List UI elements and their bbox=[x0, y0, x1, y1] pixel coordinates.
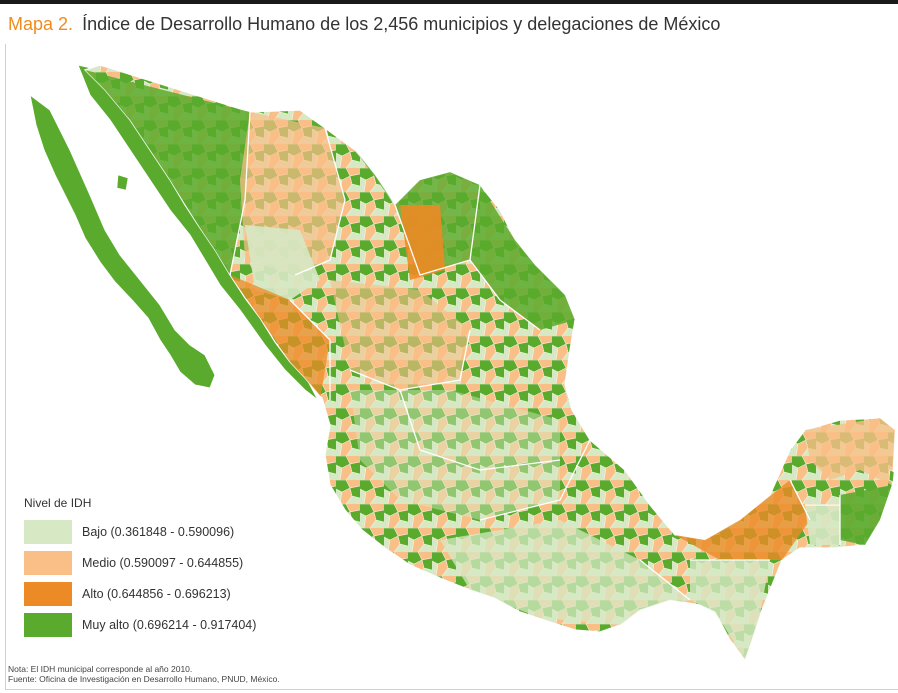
quintana-roo-region bbox=[840, 485, 892, 545]
legend-item-medio: Medio (0.590097 - 0.644855) bbox=[24, 551, 304, 575]
figure-frame bbox=[5, 44, 898, 690]
isla-cozumel bbox=[888, 469, 895, 483]
tabasco-campeche-region bbox=[675, 480, 810, 560]
coahuila-interior-region bbox=[400, 205, 445, 280]
legend-swatch-muy-alto bbox=[24, 613, 72, 637]
map-number: Mapa 2. bbox=[8, 14, 74, 34]
baja-california-sur-region bbox=[29, 93, 216, 389]
legend-title: Nivel de IDH bbox=[24, 496, 92, 510]
central-mexico-region bbox=[350, 390, 560, 520]
legend-item-alto: Alto (0.644856 - 0.696213) bbox=[24, 582, 304, 606]
legend-item-muy-alto: Muy alto (0.696214 - 0.917404) bbox=[24, 613, 304, 637]
legend-label-muy-alto: Muy alto (0.696214 - 0.917404) bbox=[82, 618, 257, 632]
legend-label-alto: Alto (0.644856 - 0.696213) bbox=[82, 587, 231, 601]
legend-item-bajo: Bajo (0.361848 - 0.590096) bbox=[24, 520, 304, 544]
chihuahua-south-region bbox=[245, 225, 320, 300]
top-rule bbox=[0, 0, 898, 4]
source-text: Fuente: Oficina de Investigación en Desa… bbox=[8, 674, 280, 684]
isla-tiburon bbox=[116, 174, 129, 191]
campeche-interior-region bbox=[805, 505, 840, 545]
chiapas-region bbox=[690, 560, 770, 660]
legend-swatch-bajo bbox=[24, 520, 72, 544]
central-north-region bbox=[330, 280, 470, 390]
tamaulipas-region bbox=[470, 185, 575, 330]
note-text: Nota: El IDH municipal corresponde al añ… bbox=[8, 664, 193, 674]
map-title-text: Índice de Desarrollo Humano de los 2,456… bbox=[82, 14, 721, 34]
map-title: Mapa 2. Índice de Desarrollo Humano de l… bbox=[8, 14, 720, 35]
legend-swatch-medio bbox=[24, 551, 72, 575]
legend-label-medio: Medio (0.590097 - 0.644855) bbox=[82, 556, 244, 570]
yucatan-region bbox=[805, 418, 895, 485]
map-legend: Nivel de IDH Bajo (0.361848 - 0.590096) … bbox=[24, 496, 304, 644]
legend-label-bajo: Bajo (0.361848 - 0.590096) bbox=[82, 525, 235, 539]
sonora-region bbox=[85, 70, 250, 275]
region-patches bbox=[85, 70, 895, 660]
sinaloa-region bbox=[230, 275, 330, 400]
map-notes: Nota: El IDH municipal corresponde al añ… bbox=[8, 664, 280, 684]
legend-swatch-alto bbox=[24, 582, 72, 606]
state-borders bbox=[229, 111, 841, 601]
guerrero-oaxaca-region bbox=[440, 520, 690, 625]
